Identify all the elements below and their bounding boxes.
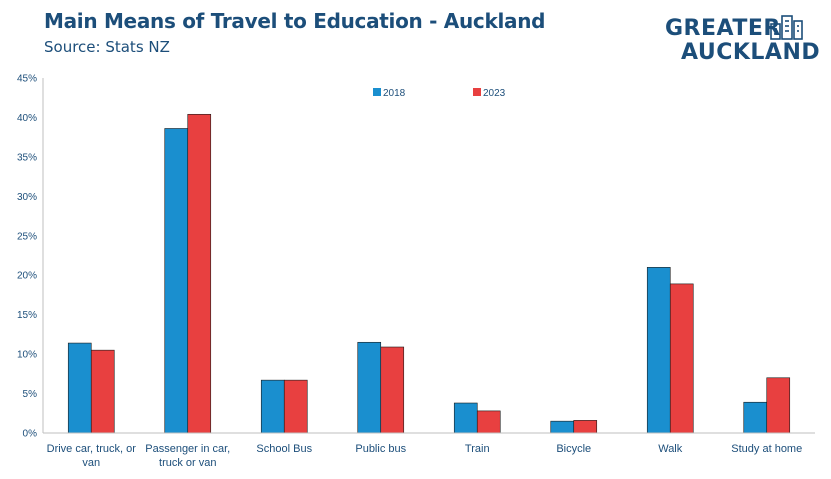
- chart-title: Main Means of Travel to Education - Auck…: [44, 9, 546, 33]
- y-tick-label: 45%: [17, 74, 37, 85]
- y-tick-label: 25%: [17, 231, 37, 242]
- y-tick-label: 35%: [17, 152, 37, 163]
- y-axis: 0% 5% 10% 15% 20% 25% 30% 35% 40% 45%: [17, 74, 44, 440]
- x-tick-label: van: [82, 457, 100, 469]
- bar-2023: [90, 349, 115, 434]
- bar-2018: [260, 379, 285, 434]
- x-tick-label: Bicycle: [556, 443, 591, 455]
- x-tick-label: Drive car, truck, or: [47, 443, 137, 455]
- bars: [67, 113, 791, 434]
- x-tick-label: Passenger in car,: [145, 443, 230, 455]
- greater-auckland-logo: GREATER AUCKLAND: [665, 15, 821, 68]
- y-tick-label: 20%: [17, 271, 37, 282]
- bar-2023: [380, 346, 405, 434]
- bar-2018: [164, 128, 189, 434]
- legend: 2018 2023: [373, 88, 506, 99]
- bar-2023: [766, 377, 791, 434]
- bar-2018: [550, 420, 575, 434]
- bar-2023: [476, 410, 501, 434]
- y-tick-label: 0%: [23, 429, 38, 440]
- city-skyline-icon: [770, 15, 803, 40]
- x-tick-label: School Bus: [256, 443, 312, 455]
- bar-2018: [646, 267, 671, 434]
- y-tick-label: 30%: [17, 192, 37, 203]
- bar-2018: [453, 402, 478, 434]
- bar-2023: [573, 420, 598, 434]
- legend-label-2023: 2023: [483, 88, 506, 99]
- x-tick-label: truck or van: [159, 457, 216, 469]
- bar-2018: [67, 342, 92, 434]
- y-tick-label: 15%: [17, 310, 37, 321]
- x-tick-label: Study at home: [731, 443, 802, 455]
- legend-label-2018: 2018: [383, 88, 406, 99]
- y-tick-label: 40%: [17, 113, 37, 124]
- legend-swatch-2023: [473, 88, 481, 96]
- logo-text-line1: GREATER: [665, 16, 781, 41]
- bar-2018: [743, 401, 768, 434]
- logo-text-line2: AUCKLAND: [681, 40, 821, 65]
- bar-2023: [283, 379, 308, 434]
- bar-2018: [357, 341, 382, 434]
- x-tick-label: Public bus: [355, 443, 406, 455]
- y-tick-label: 10%: [17, 350, 37, 361]
- x-tick-label: Train: [465, 443, 490, 455]
- x-axis: Drive car, truck, or van Passenger in car,…: [43, 432, 815, 469]
- chart-subtitle: Source: Stats NZ: [44, 38, 170, 56]
- legend-swatch-2018: [373, 88, 381, 96]
- y-tick-label: 5%: [23, 389, 38, 400]
- bar-2023: [669, 283, 694, 434]
- bar-2023: [187, 113, 212, 434]
- x-tick-label: Walk: [658, 443, 683, 455]
